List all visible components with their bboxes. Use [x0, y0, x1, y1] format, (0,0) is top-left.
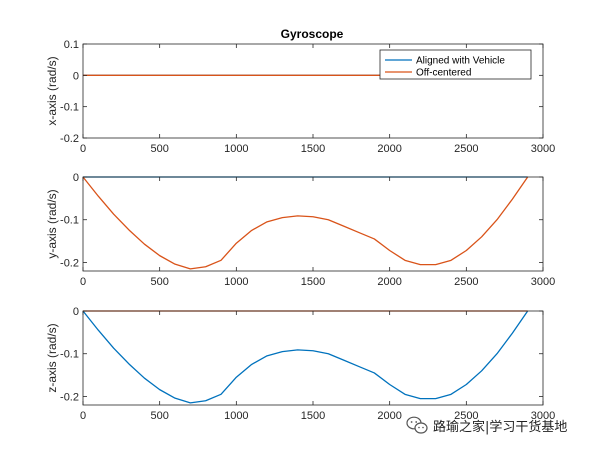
- y-tick-label: 0: [73, 70, 79, 82]
- plots-layer: 0 500 1000 1500 2000 2500 30000.10-0.1-0.2x-ax…: [45, 39, 555, 422]
- wechat-icon: [406, 416, 428, 434]
- x-tick-label: 1000: [224, 276, 248, 288]
- x-tick-label: 3000: [531, 276, 555, 288]
- y-tick-label: -0.2: [60, 133, 79, 145]
- y-tick-label: -0.1: [60, 349, 79, 361]
- x-tick-label: 2000: [377, 410, 401, 422]
- x-tick-label: 2500: [454, 410, 478, 422]
- y-tick-label: 0.1: [64, 39, 79, 51]
- x-tick-label: 1500: [301, 143, 325, 155]
- y-axis-label: x-axis (rad/s): [45, 56, 59, 125]
- x-tick-label: 500: [150, 143, 168, 155]
- x-tick-label: 500: [150, 276, 168, 288]
- x-tick-label: 2000: [377, 276, 401, 288]
- watermark: 路瑜之家|学习干货基地: [406, 416, 567, 435]
- x-tick-label: 3000: [531, 143, 555, 155]
- y-tick-label: -0.1: [60, 215, 79, 227]
- x-tick-label: 2500: [454, 143, 478, 155]
- y-tick-label: -0.2: [60, 391, 79, 403]
- x-tick-label: 1000: [224, 410, 248, 422]
- series-line-aligned: [82, 310, 529, 404]
- series-line-offcentered: [82, 176, 529, 270]
- y-tick-label: 0: [73, 306, 79, 318]
- y-tick-label: 0: [73, 172, 79, 184]
- x-tick-label: 0: [80, 410, 86, 422]
- x-tick-label: 1500: [301, 276, 325, 288]
- plot-area: [83, 311, 543, 405]
- x-tick-label: 3000: [531, 410, 555, 422]
- chart-title: Gyroscope: [281, 27, 344, 41]
- legend: Aligned with Vehicle Off-centered: [379, 49, 532, 80]
- x-tick-label: 0: [80, 143, 86, 155]
- subplot-1: 0 500 1000 1500 2000 2500 3000 0 -0.1 -0.2y-axis …: [45, 172, 555, 288]
- x-tick-label: 2500: [454, 276, 478, 288]
- legend-entry-offcentered: Off-centered: [416, 68, 471, 79]
- y-tick-label: -0.2: [60, 257, 79, 269]
- y-tick-label: -0.1: [60, 102, 79, 114]
- watermark-text: 路瑜之家|学习干货基地: [433, 419, 567, 435]
- y-axis-label: y-axis (rad/s): [45, 189, 59, 258]
- x-tick-label: 1000: [224, 143, 248, 155]
- x-tick-label: 500: [150, 410, 168, 422]
- plot-area: [83, 177, 543, 271]
- x-tick-label: 0: [80, 276, 86, 288]
- x-tick-label: 2000: [377, 143, 401, 155]
- subplot-2: 0 500 1000 1500 2000 2500 3000 0 -0.1 -0.2z-axis …: [45, 306, 555, 422]
- legend-entry-aligned: Aligned with Vehicle: [416, 56, 505, 67]
- x-tick-label: 1500: [301, 410, 325, 422]
- y-axis-label: z-axis (rad/s): [45, 323, 59, 392]
- legend-box: [379, 49, 532, 80]
